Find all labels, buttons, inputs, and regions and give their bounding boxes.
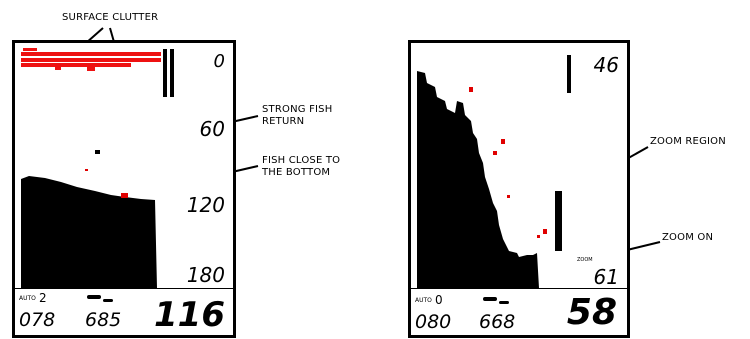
fish-bottom-label-1: FISH CLOSE TO	[262, 155, 341, 166]
depth-scale-60: 60	[199, 117, 225, 141]
strong-fish-label-1: STRONG FISH	[262, 104, 333, 115]
fish-mark-small	[85, 169, 88, 171]
zoom-fish-1	[469, 87, 473, 92]
left-readout-2: 685	[85, 309, 122, 331]
left-depth-readout: 116	[154, 295, 225, 335]
left-mode-label: AUTO	[19, 295, 36, 302]
zoom-range-bar-top	[567, 55, 571, 93]
depth-scale-120: 120	[186, 193, 225, 217]
zoom-fish-6	[537, 235, 540, 238]
left-readout-1: 078	[19, 309, 56, 331]
left-fish-icon-2	[103, 299, 113, 302]
surface-clutter-speck-1	[55, 67, 61, 70]
surface-clutter-band-2	[21, 58, 161, 62]
right-readout-1: 080	[415, 311, 452, 333]
left-mode-value: 2	[39, 291, 47, 305]
surface-clutter-speck-3	[23, 48, 37, 51]
right-fish-icon	[483, 297, 497, 301]
fish-bottom-label-2: THE BOTTOM	[262, 167, 331, 178]
left-status-divider	[15, 288, 233, 289]
left-fish-icon	[87, 295, 101, 299]
strong-fish-mark	[95, 150, 100, 154]
strong-fish-label-2: RETURN	[262, 116, 305, 127]
zoom-bottom-profile	[417, 71, 539, 288]
zoom-on-label: ZOOM ON	[662, 232, 714, 243]
zoom-fish-4	[507, 195, 510, 198]
surface-clutter-label: SURFACE CLUTTER	[62, 12, 159, 23]
right-status-divider	[411, 288, 627, 289]
right-sonar-graphics	[417, 55, 571, 288]
right-mode-label: AUTO	[415, 297, 432, 304]
sonar-screen-normal: 0 60 120 180 AUTO 2 078 685 116	[12, 40, 236, 338]
zoom-tag: ZOOM	[577, 257, 593, 263]
right-mode-value: 0	[435, 293, 443, 307]
range-bar-1	[163, 49, 167, 97]
zoom-region-bar	[555, 191, 562, 251]
zoom-fish-2	[501, 139, 505, 144]
zoom-bottom-depth: 61	[593, 265, 619, 289]
zoom-region-label: ZOOM REGION	[650, 136, 726, 147]
surface-clutter-band-1	[21, 52, 161, 56]
surface-clutter-band-3	[21, 63, 131, 67]
fish-near-bottom	[121, 193, 128, 198]
bottom-profile	[21, 176, 157, 288]
surface-clutter-speck-2	[87, 67, 95, 71]
sonar-screen-zoom: 46 ZOOM 61 AUTO 0 080 668 58	[408, 40, 630, 338]
zoom-top-depth: 46	[593, 53, 619, 77]
depth-scale-180: 180	[186, 263, 225, 287]
zoom-fish-5	[543, 229, 547, 234]
right-fish-icon-2	[499, 301, 509, 304]
left-sonar-graphics	[21, 48, 174, 288]
range-bar-2	[170, 49, 174, 97]
right-readout-2: 668	[479, 311, 516, 333]
zoom-fish-3	[493, 151, 497, 155]
right-depth-readout: 58	[566, 292, 617, 333]
depth-scale-0: 0	[213, 51, 225, 72]
